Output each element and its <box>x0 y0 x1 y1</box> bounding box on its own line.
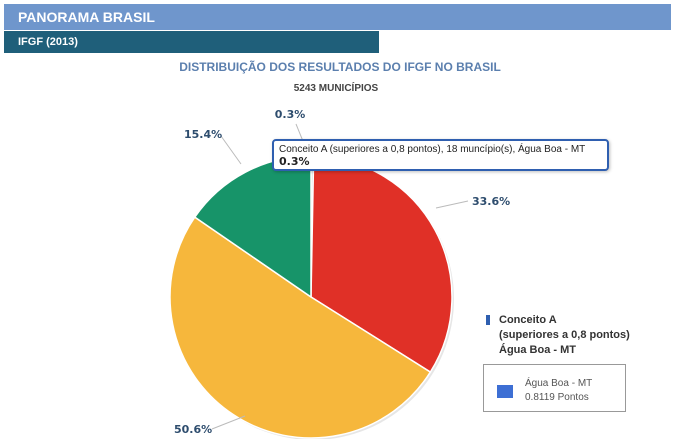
legend-line-concept: Conceito A <box>499 314 557 326</box>
chart-legend[interactable]: Conceito A (superiores a 0,8 pontos) Águ… <box>486 313 676 358</box>
city-color-swatch <box>497 385 513 398</box>
pie-data-label-1: 0.3% <box>275 108 306 121</box>
legend-marker <box>486 315 490 325</box>
city-info-box: Água Boa - MT 0.8119 Pontos <box>483 364 626 412</box>
chart-subtitle: 5243 MUNICÍPIOS <box>293 83 379 94</box>
panel-subheader: IFGF (2013) <box>4 31 379 53</box>
city-name: Água Boa - MT <box>525 378 593 389</box>
pie-data-label-4: 15.4% <box>184 128 222 141</box>
pie-label-connector-3 <box>211 415 246 430</box>
pie-data-label-3: 50.6% <box>174 423 212 436</box>
legend-line-city: Água Boa - MT <box>499 344 576 356</box>
city-score: 0.8119 Pontos <box>525 392 589 403</box>
pie-data-label-2: 33.6% <box>472 195 510 208</box>
pie-label-connector-2 <box>435 200 469 209</box>
pie-slice-3[interactable] <box>169 216 432 439</box>
tooltip-text: Conceito A (superiores a 0,8 pontos), 18… <box>279 144 586 155</box>
tooltip-value: 0.3% <box>279 155 310 168</box>
pie-label-connector-4 <box>220 135 242 165</box>
panel-header: PANORAMA BRASIL <box>4 4 671 30</box>
chart-tooltip: Conceito A (superiores a 0,8 pontos), 18… <box>272 139 609 171</box>
chart-title: DISTRIBUIÇÃO DOS RESULTADOS DO IFGF NO B… <box>179 60 501 74</box>
legend-line-range: (superiores a 0,8 pontos) <box>499 329 630 341</box>
